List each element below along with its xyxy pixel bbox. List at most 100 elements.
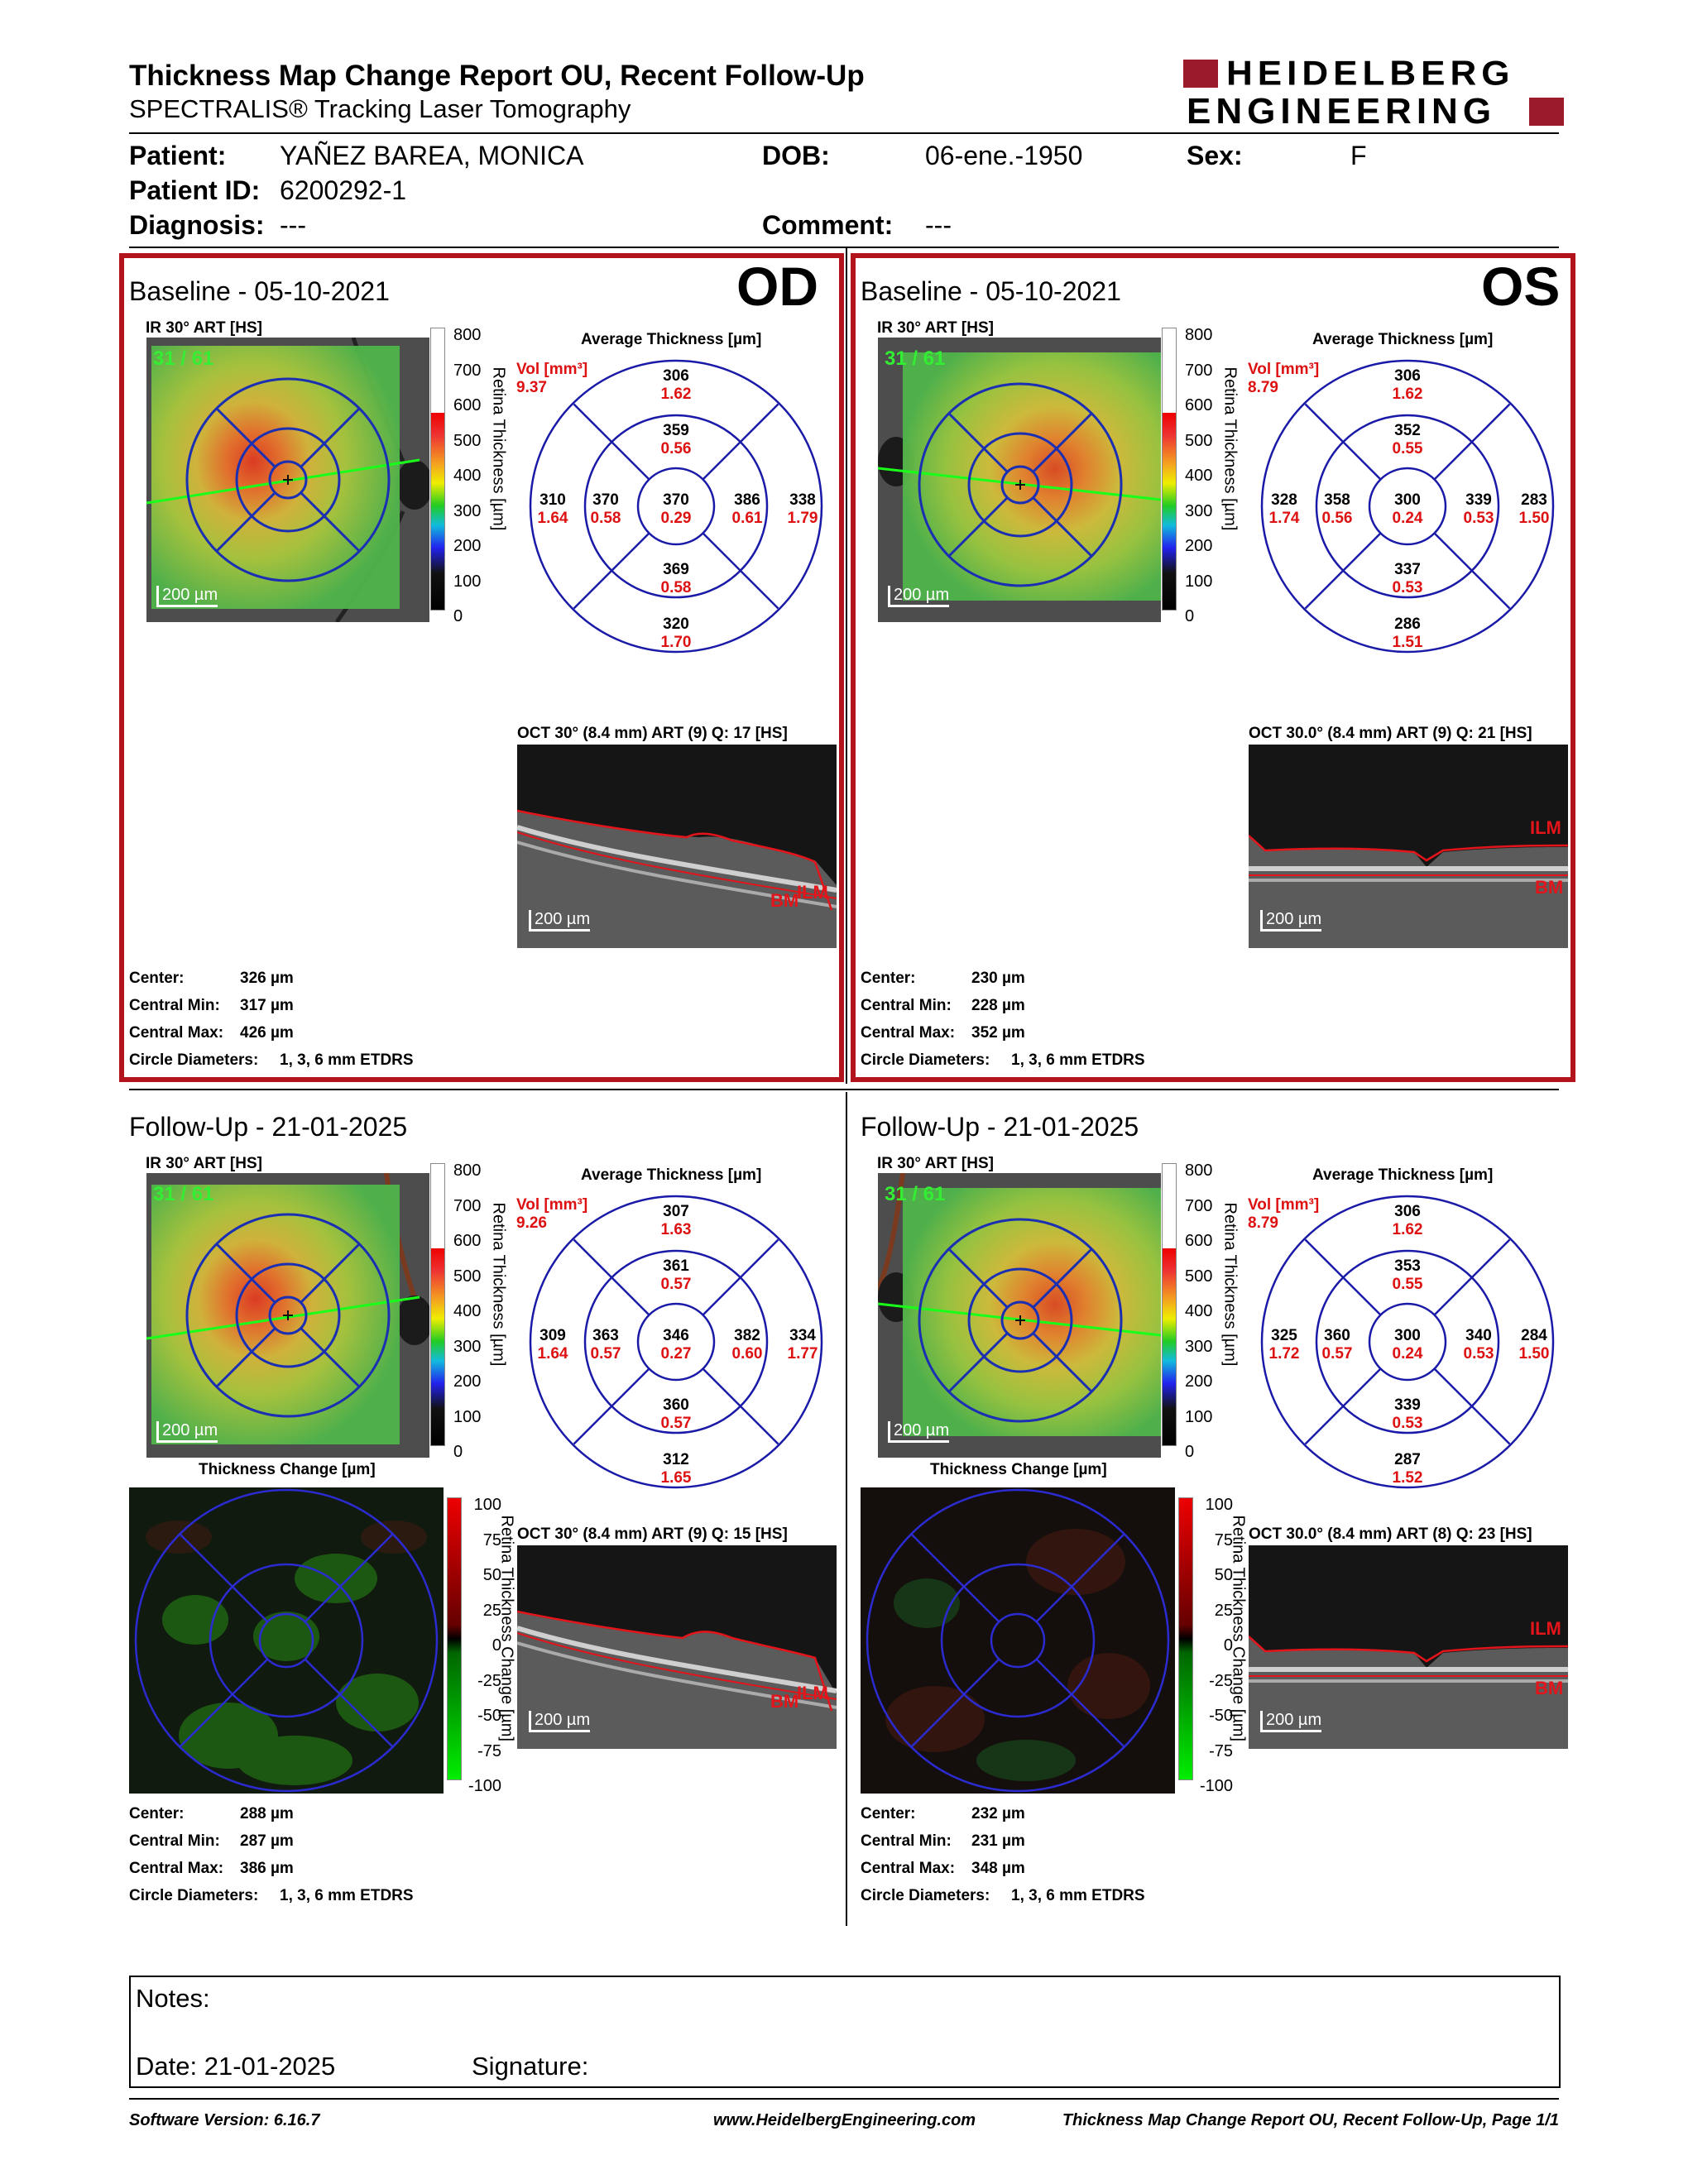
etdrs-grid bbox=[529, 359, 823, 654]
center-label: Center: bbox=[129, 970, 185, 987]
etdrs-grid bbox=[1260, 1195, 1555, 1489]
ir-label: IR 30° ART [HS] bbox=[146, 319, 262, 337]
notes-box[interactable] bbox=[129, 1976, 1561, 2088]
etdrs-center: 370 0.29 bbox=[660, 491, 692, 527]
oct-label: OCT 30° (8.4 mm) ART (9) Q: 17 [HS] bbox=[517, 725, 788, 742]
logo-line1: HEIDELBERG bbox=[1226, 54, 1515, 93]
etdrs-inner-inferior: 339 0.53 bbox=[1392, 1396, 1423, 1432]
ir-thickness-map: 31 / 61 200 µm bbox=[878, 1173, 1161, 1458]
baseline-os-panel bbox=[851, 253, 1575, 1082]
etdrs-outer-left: 325 1.72 bbox=[1268, 1327, 1300, 1363]
ilm-label: ILM bbox=[797, 1683, 828, 1703]
ilm-label: ILM bbox=[1530, 1618, 1561, 1639]
oct-scale-bar: 200 µm bbox=[1260, 910, 1322, 932]
etdrs-inner-inferior: 369 0.58 bbox=[660, 561, 692, 596]
avg-thickness-title: Average Thickness [µm] bbox=[1312, 331, 1494, 348]
change-map-title: Thickness Change [µm] bbox=[199, 1461, 376, 1478]
oct-label: OCT 30.0° (8.4 mm) ART (8) Q: 23 [HS] bbox=[1249, 1525, 1532, 1543]
central-min-label: Central Min: bbox=[129, 1832, 220, 1850]
center-value: 288 µm bbox=[240, 1805, 294, 1822]
scale-bar: 200 µm bbox=[156, 1421, 218, 1443]
central-max-label: Central Max: bbox=[129, 1860, 224, 1877]
thickness-change-map bbox=[129, 1487, 444, 1794]
report-subtitle: SPECTRALIS® Tracking Laser Tomography bbox=[129, 94, 631, 123]
baseline-od-panel bbox=[119, 253, 844, 1082]
diagnosis-value: --- bbox=[280, 210, 306, 240]
frame-count: 31 / 61 bbox=[885, 347, 946, 370]
circle-diameters-label: Circle Diameters: bbox=[861, 1051, 990, 1069]
etdrs-grid bbox=[1260, 359, 1555, 654]
eye-label-os: OS bbox=[1481, 256, 1561, 317]
central-min-label: Central Min: bbox=[861, 1832, 952, 1850]
etdrs-inner-left: 363 0.57 bbox=[590, 1327, 621, 1363]
change-color-scale bbox=[447, 1497, 462, 1780]
patient-id-value: 6200292-1 bbox=[280, 175, 407, 205]
thickness-scale-label: Retina Thickness [µm] bbox=[1220, 1202, 1240, 1367]
sex-label: Sex: bbox=[1187, 141, 1243, 170]
thickness-scale-ticks: 800 700 600 500 400 300 200 100 0 bbox=[1185, 1161, 1213, 1461]
ir-thickness-map: 31 / 61 200 µm bbox=[146, 338, 429, 622]
center-value: 232 µm bbox=[971, 1805, 1025, 1822]
etdrs-outer-right: 283 1.50 bbox=[1518, 491, 1550, 527]
vol-value: 8.79 bbox=[1248, 1214, 1278, 1232]
etdrs-outer-superior: 306 1.62 bbox=[1392, 1203, 1423, 1238]
etdrs-inner-superior: 361 0.57 bbox=[660, 1257, 692, 1293]
circle-diameters-value: 1, 3, 6 mm ETDRS bbox=[280, 1887, 414, 1904]
central-min-value: 287 µm bbox=[240, 1832, 294, 1850]
etdrs-outer-superior: 306 1.62 bbox=[660, 367, 692, 403]
circle-diameters-value: 1, 3, 6 mm ETDRS bbox=[1011, 1051, 1145, 1069]
etdrs-inner-right: 386 0.61 bbox=[731, 491, 763, 527]
ir-label: IR 30° ART [HS] bbox=[877, 1155, 994, 1172]
change-scale-label: Retina Thickness Change [µm] bbox=[1229, 1515, 1248, 1742]
dob-label: DOB: bbox=[762, 141, 830, 170]
notes-date: Date: 21-01-2025 bbox=[136, 2052, 336, 2081]
ir-label: IR 30° ART [HS] bbox=[146, 1155, 262, 1172]
center-label: Center: bbox=[861, 970, 916, 987]
change-scale-ticks: 100 75 50 25 0 -25 -50 -75 -100 bbox=[1200, 1496, 1234, 1795]
oct-label: OCT 30° (8.4 mm) ART (9) Q: 15 [HS] bbox=[517, 1525, 788, 1543]
bm-label: BM bbox=[770, 1691, 799, 1712]
circle-diameters-value: 1, 3, 6 mm ETDRS bbox=[1011, 1887, 1145, 1904]
etdrs-grid bbox=[529, 1195, 823, 1489]
thickness-scale-label: Retina Thickness [µm] bbox=[489, 1202, 508, 1367]
thickness-color-scale bbox=[1162, 1163, 1177, 1446]
baseline-os-title: Baseline - 05-10-2021 bbox=[861, 276, 1121, 306]
thickness-change-map bbox=[861, 1487, 1175, 1794]
dob-value: 06-ene.-1950 bbox=[925, 141, 1083, 170]
scale-bar: 200 µm bbox=[888, 586, 950, 607]
signature-label[interactable]: Signature: bbox=[472, 2052, 589, 2081]
etdrs-outer-left: 328 1.74 bbox=[1268, 491, 1300, 527]
central-min-value: 317 µm bbox=[240, 997, 294, 1014]
comment-value: --- bbox=[925, 210, 952, 240]
center-label: Center: bbox=[129, 1805, 185, 1822]
center-value: 230 µm bbox=[971, 970, 1025, 987]
baseline-od-title: Baseline - 05-10-2021 bbox=[129, 276, 390, 306]
central-max-label: Central Max: bbox=[861, 1860, 956, 1877]
etdrs-outer-superior: 306 1.62 bbox=[1392, 367, 1423, 403]
vol-label: Vol [mm³] bbox=[1248, 1196, 1320, 1214]
notes-label: Notes: bbox=[136, 1984, 210, 2013]
bm-label: BM bbox=[1535, 877, 1564, 898]
center-value: 326 µm bbox=[240, 970, 294, 987]
frame-count: 31 / 61 bbox=[885, 1183, 946, 1205]
change-scale-ticks: 100 75 50 25 0 -25 -50 -75 -100 bbox=[468, 1496, 502, 1795]
etdrs-outer-inferior: 286 1.51 bbox=[1392, 615, 1423, 651]
etdrs-outer-right: 338 1.79 bbox=[787, 491, 818, 527]
scale-bar: 200 µm bbox=[156, 586, 218, 607]
thickness-scale-label: Retina Thickness [µm] bbox=[489, 366, 508, 531]
frame-count: 31 / 61 bbox=[153, 347, 214, 370]
etdrs-outer-inferior: 287 1.52 bbox=[1392, 1451, 1423, 1487]
etdrs-outer-inferior: 312 1.65 bbox=[660, 1451, 692, 1487]
etdrs-inner-superior: 353 0.55 bbox=[1392, 1257, 1423, 1293]
thickness-scale-label: Retina Thickness [µm] bbox=[1220, 366, 1240, 531]
website-link[interactable]: www.HeidelbergEngineering.com bbox=[713, 2111, 976, 2129]
bm-label: BM bbox=[770, 890, 799, 911]
oct-bscan: BM ILM 200 µm bbox=[517, 1545, 837, 1749]
eye-label-od: OD bbox=[736, 256, 818, 317]
vol-label: Vol [mm³] bbox=[1248, 361, 1320, 378]
avg-thickness-title: Average Thickness [µm] bbox=[581, 1166, 762, 1184]
etdrs-outer-right: 334 1.77 bbox=[787, 1327, 818, 1363]
change-map-title: Thickness Change [µm] bbox=[930, 1461, 1107, 1478]
diagnosis-label: Diagnosis: bbox=[129, 210, 265, 240]
circle-diameters-label: Circle Diameters: bbox=[129, 1051, 259, 1069]
